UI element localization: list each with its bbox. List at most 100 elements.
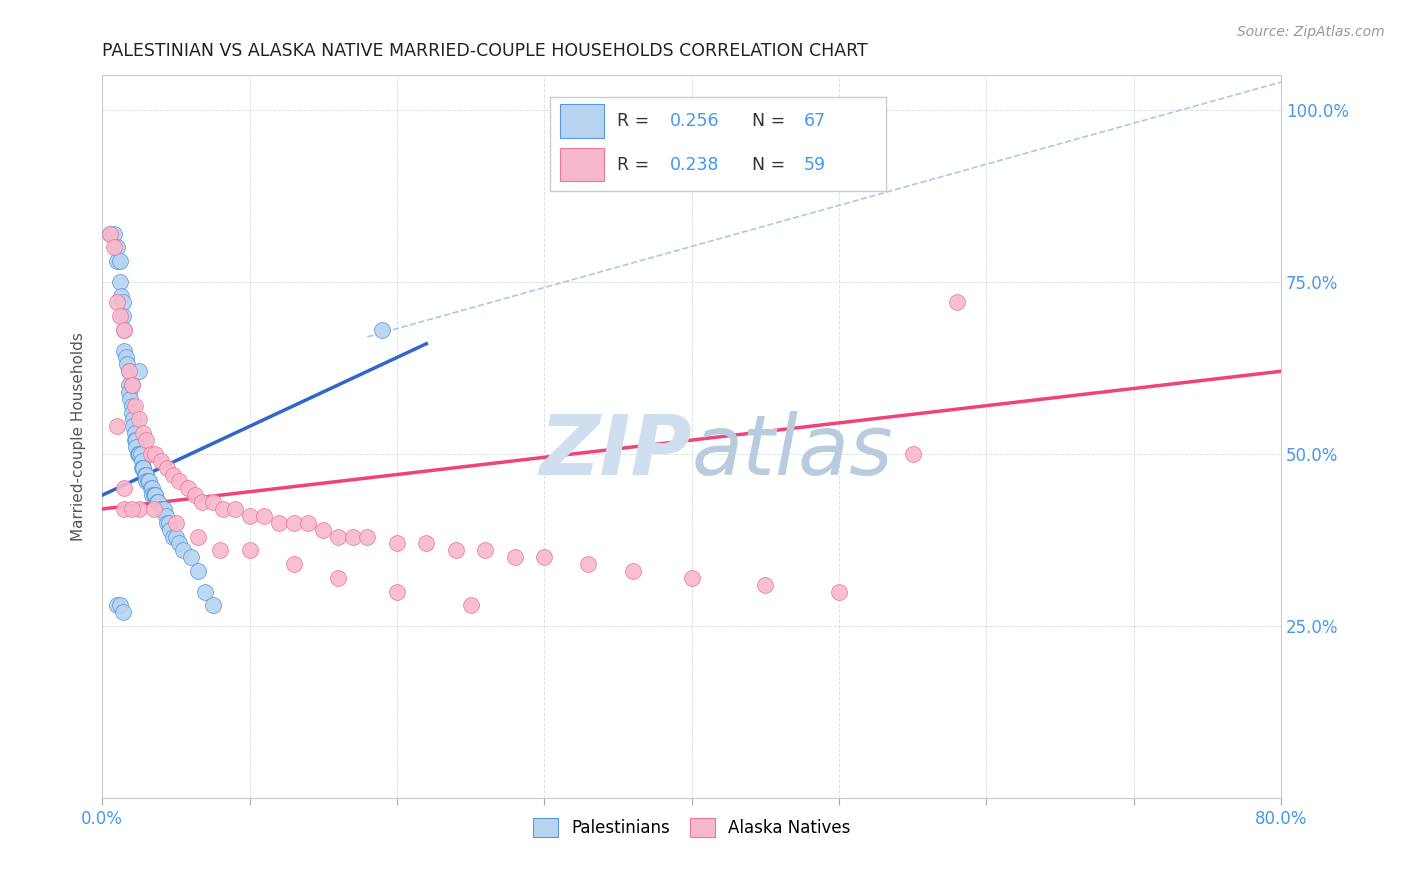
Point	[503, 550, 526, 565]
Point	[135, 433, 157, 447]
Text: Source: ZipAtlas.com: Source: ZipAtlas.com	[1237, 25, 1385, 39]
Point	[142, 488, 165, 502]
Point	[474, 543, 496, 558]
Point	[118, 378, 141, 392]
Point	[124, 399, 146, 413]
Point	[312, 523, 335, 537]
Point	[194, 584, 217, 599]
Point	[118, 364, 141, 378]
Point	[120, 392, 142, 406]
Point	[153, 502, 176, 516]
Point	[150, 502, 173, 516]
Point	[578, 557, 600, 571]
Point	[132, 460, 155, 475]
Point	[150, 502, 173, 516]
Point	[165, 529, 187, 543]
Point	[187, 564, 209, 578]
Point	[159, 523, 181, 537]
Legend: Palestinians, Alaska Natives: Palestinians, Alaska Natives	[526, 812, 858, 844]
Point	[148, 495, 170, 509]
Point	[132, 460, 155, 475]
Point	[105, 599, 128, 613]
Point	[162, 467, 184, 482]
Point	[128, 502, 150, 516]
Point	[621, 564, 644, 578]
Point	[108, 254, 131, 268]
Point	[444, 543, 467, 558]
Point	[108, 275, 131, 289]
Text: atlas: atlas	[692, 410, 893, 491]
Point	[143, 447, 166, 461]
Point	[136, 475, 159, 489]
Point	[253, 508, 276, 523]
Point	[108, 309, 131, 323]
Point	[533, 550, 555, 565]
Point	[105, 254, 128, 268]
Point	[112, 502, 135, 516]
Point	[155, 508, 177, 523]
Point	[131, 454, 153, 468]
Point	[122, 419, 145, 434]
Point	[371, 323, 394, 337]
Point	[342, 529, 364, 543]
Point	[901, 447, 924, 461]
Point	[191, 495, 214, 509]
Point	[127, 447, 149, 461]
Text: ZIP: ZIP	[538, 410, 692, 491]
Point	[267, 516, 290, 530]
Point	[385, 536, 408, 550]
Point	[156, 516, 179, 530]
Point	[141, 488, 163, 502]
Point	[145, 495, 167, 509]
Point	[121, 502, 143, 516]
Point	[117, 357, 139, 371]
Point	[142, 502, 165, 516]
Point	[135, 475, 157, 489]
Point	[167, 475, 190, 489]
Point	[356, 529, 378, 543]
Point	[128, 447, 150, 461]
Point	[98, 227, 121, 241]
Point	[946, 295, 969, 310]
Point	[212, 502, 235, 516]
Point	[156, 460, 179, 475]
Point	[238, 543, 260, 558]
Point	[118, 384, 141, 399]
Y-axis label: Married-couple Households: Married-couple Households	[72, 332, 86, 541]
Point	[681, 571, 703, 585]
Point	[110, 288, 132, 302]
Point	[105, 240, 128, 254]
Point	[184, 488, 207, 502]
Point	[105, 419, 128, 434]
Point	[124, 426, 146, 441]
Point	[201, 599, 224, 613]
Point	[118, 364, 141, 378]
Point	[132, 426, 155, 441]
Point	[111, 295, 134, 310]
Point	[125, 440, 148, 454]
Point	[103, 227, 125, 241]
Point	[138, 475, 160, 489]
Point	[125, 433, 148, 447]
Point	[111, 309, 134, 323]
Text: PALESTINIAN VS ALASKA NATIVE MARRIED-COUPLE HOUSEHOLDS CORRELATION CHART: PALESTINIAN VS ALASKA NATIVE MARRIED-COU…	[103, 42, 868, 60]
Point	[209, 543, 232, 558]
Point	[167, 536, 190, 550]
Point	[754, 577, 776, 591]
Point	[172, 543, 194, 558]
Point	[143, 488, 166, 502]
Point	[283, 516, 305, 530]
Point	[165, 516, 187, 530]
Point	[98, 227, 121, 241]
Point	[121, 406, 143, 420]
Point	[108, 599, 131, 613]
Point	[162, 529, 184, 543]
Point	[121, 378, 143, 392]
Point	[180, 550, 202, 565]
Point	[224, 502, 246, 516]
Point	[121, 399, 143, 413]
Point	[112, 343, 135, 358]
Point	[121, 378, 143, 392]
Point	[828, 584, 851, 599]
Point	[460, 599, 482, 613]
